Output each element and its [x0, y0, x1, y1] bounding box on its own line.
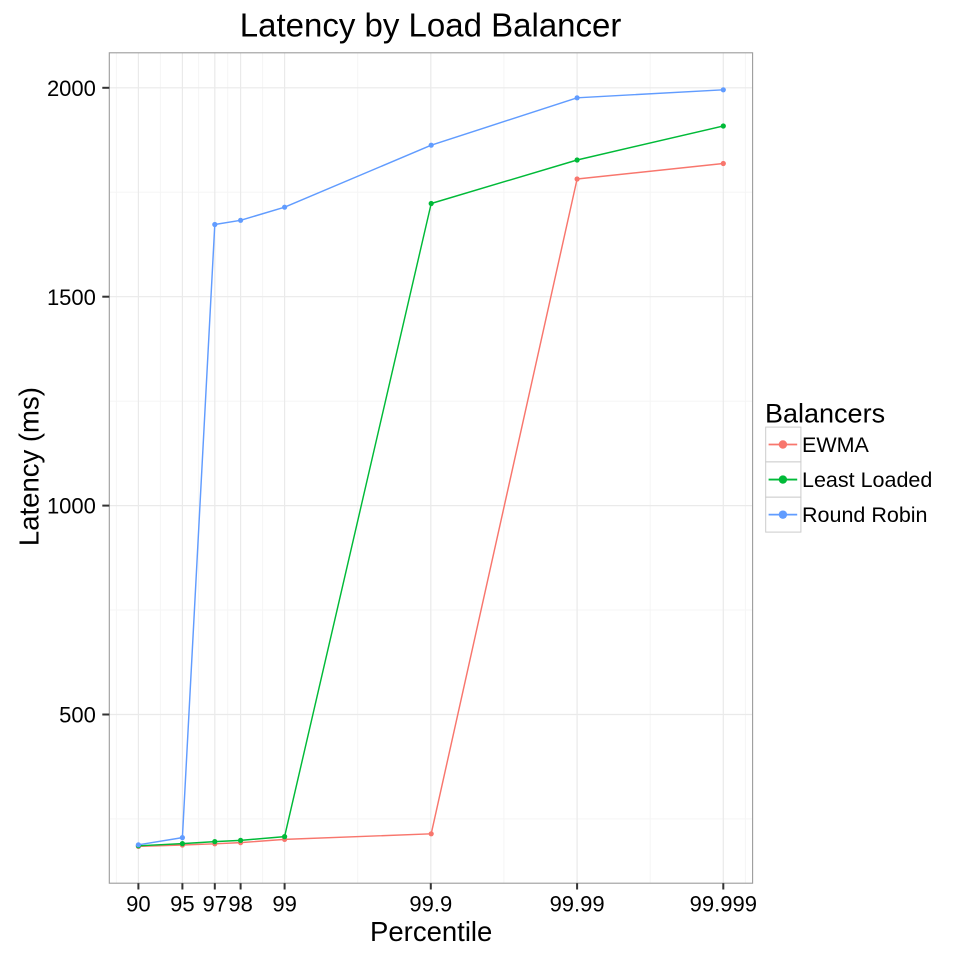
svg-text:99.999: 99.999 — [690, 892, 757, 917]
svg-text:Least Loaded: Least Loaded — [802, 468, 932, 492]
svg-text:95: 95 — [170, 892, 194, 917]
svg-text:99.99: 99.99 — [550, 892, 605, 917]
svg-text:99.9: 99.9 — [409, 892, 452, 917]
svg-text:Round Robin: Round Robin — [802, 503, 928, 527]
svg-text:2000: 2000 — [47, 76, 96, 101]
svg-text:97: 97 — [203, 892, 227, 917]
svg-text:99: 99 — [272, 892, 296, 917]
svg-text:1500: 1500 — [47, 285, 96, 310]
svg-text:Percentile: Percentile — [370, 916, 492, 947]
svg-text:90: 90 — [126, 892, 150, 917]
svg-text:500: 500 — [59, 703, 96, 728]
svg-text:1000: 1000 — [47, 494, 96, 519]
svg-text:Balancers: Balancers — [765, 399, 885, 429]
svg-text:EWMA: EWMA — [802, 433, 870, 457]
svg-text:Latency (ms): Latency (ms) — [14, 387, 45, 546]
svg-text:98: 98 — [228, 892, 252, 917]
svg-text:Latency by Load Balancer: Latency by Load Balancer — [240, 7, 622, 44]
